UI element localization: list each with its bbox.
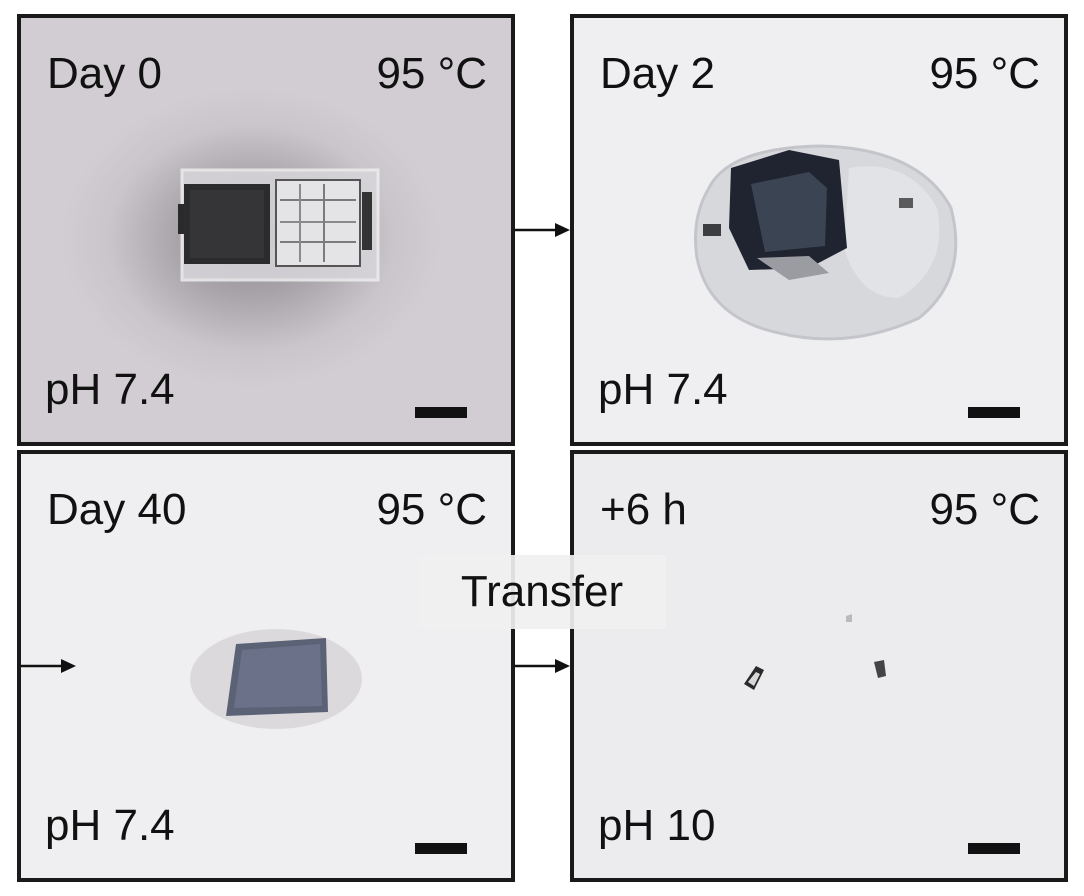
panel-plus-6h: +6 h 95 °C pH 10 bbox=[570, 450, 1068, 882]
arrow-right-icon bbox=[515, 223, 570, 237]
time-label: +6 h bbox=[600, 485, 687, 534]
arrow-right-icon bbox=[515, 659, 570, 673]
ph-label: pH 7.4 bbox=[598, 365, 728, 414]
ph-label: pH 10 bbox=[598, 801, 716, 850]
remaining-chip-photo bbox=[190, 629, 362, 729]
time-label: Day 0 bbox=[47, 49, 162, 98]
temperature-label: 95 °C bbox=[929, 49, 1040, 98]
ph-label: pH 7.4 bbox=[45, 801, 175, 850]
scale-bar bbox=[415, 407, 467, 418]
scale-bar bbox=[968, 407, 1020, 418]
arrow-right-icon bbox=[21, 659, 76, 673]
temperature-label: 95 °C bbox=[376, 49, 487, 98]
temperature-label: 95 °C bbox=[929, 485, 1040, 534]
time-label: Day 40 bbox=[47, 485, 187, 534]
degrading-device-photo bbox=[694, 144, 958, 341]
panel-day-40: Day 40 95 °C pH 7.4 bbox=[17, 450, 515, 882]
scale-bar bbox=[968, 843, 1020, 854]
time-label: Day 2 bbox=[600, 49, 715, 98]
ph-label: pH 7.4 bbox=[45, 365, 175, 414]
scale-bar bbox=[415, 843, 467, 854]
intact-device-photo bbox=[178, 168, 380, 282]
temperature-label: 95 °C bbox=[376, 485, 487, 534]
transfer-label: Transfer bbox=[418, 555, 666, 629]
panel-day-0: Day 0 95 °C pH 7.4 bbox=[17, 14, 515, 446]
residual-fragments-photo bbox=[744, 614, 886, 690]
panel-day-2: Day 2 95 °C pH 7.4 bbox=[570, 14, 1068, 446]
